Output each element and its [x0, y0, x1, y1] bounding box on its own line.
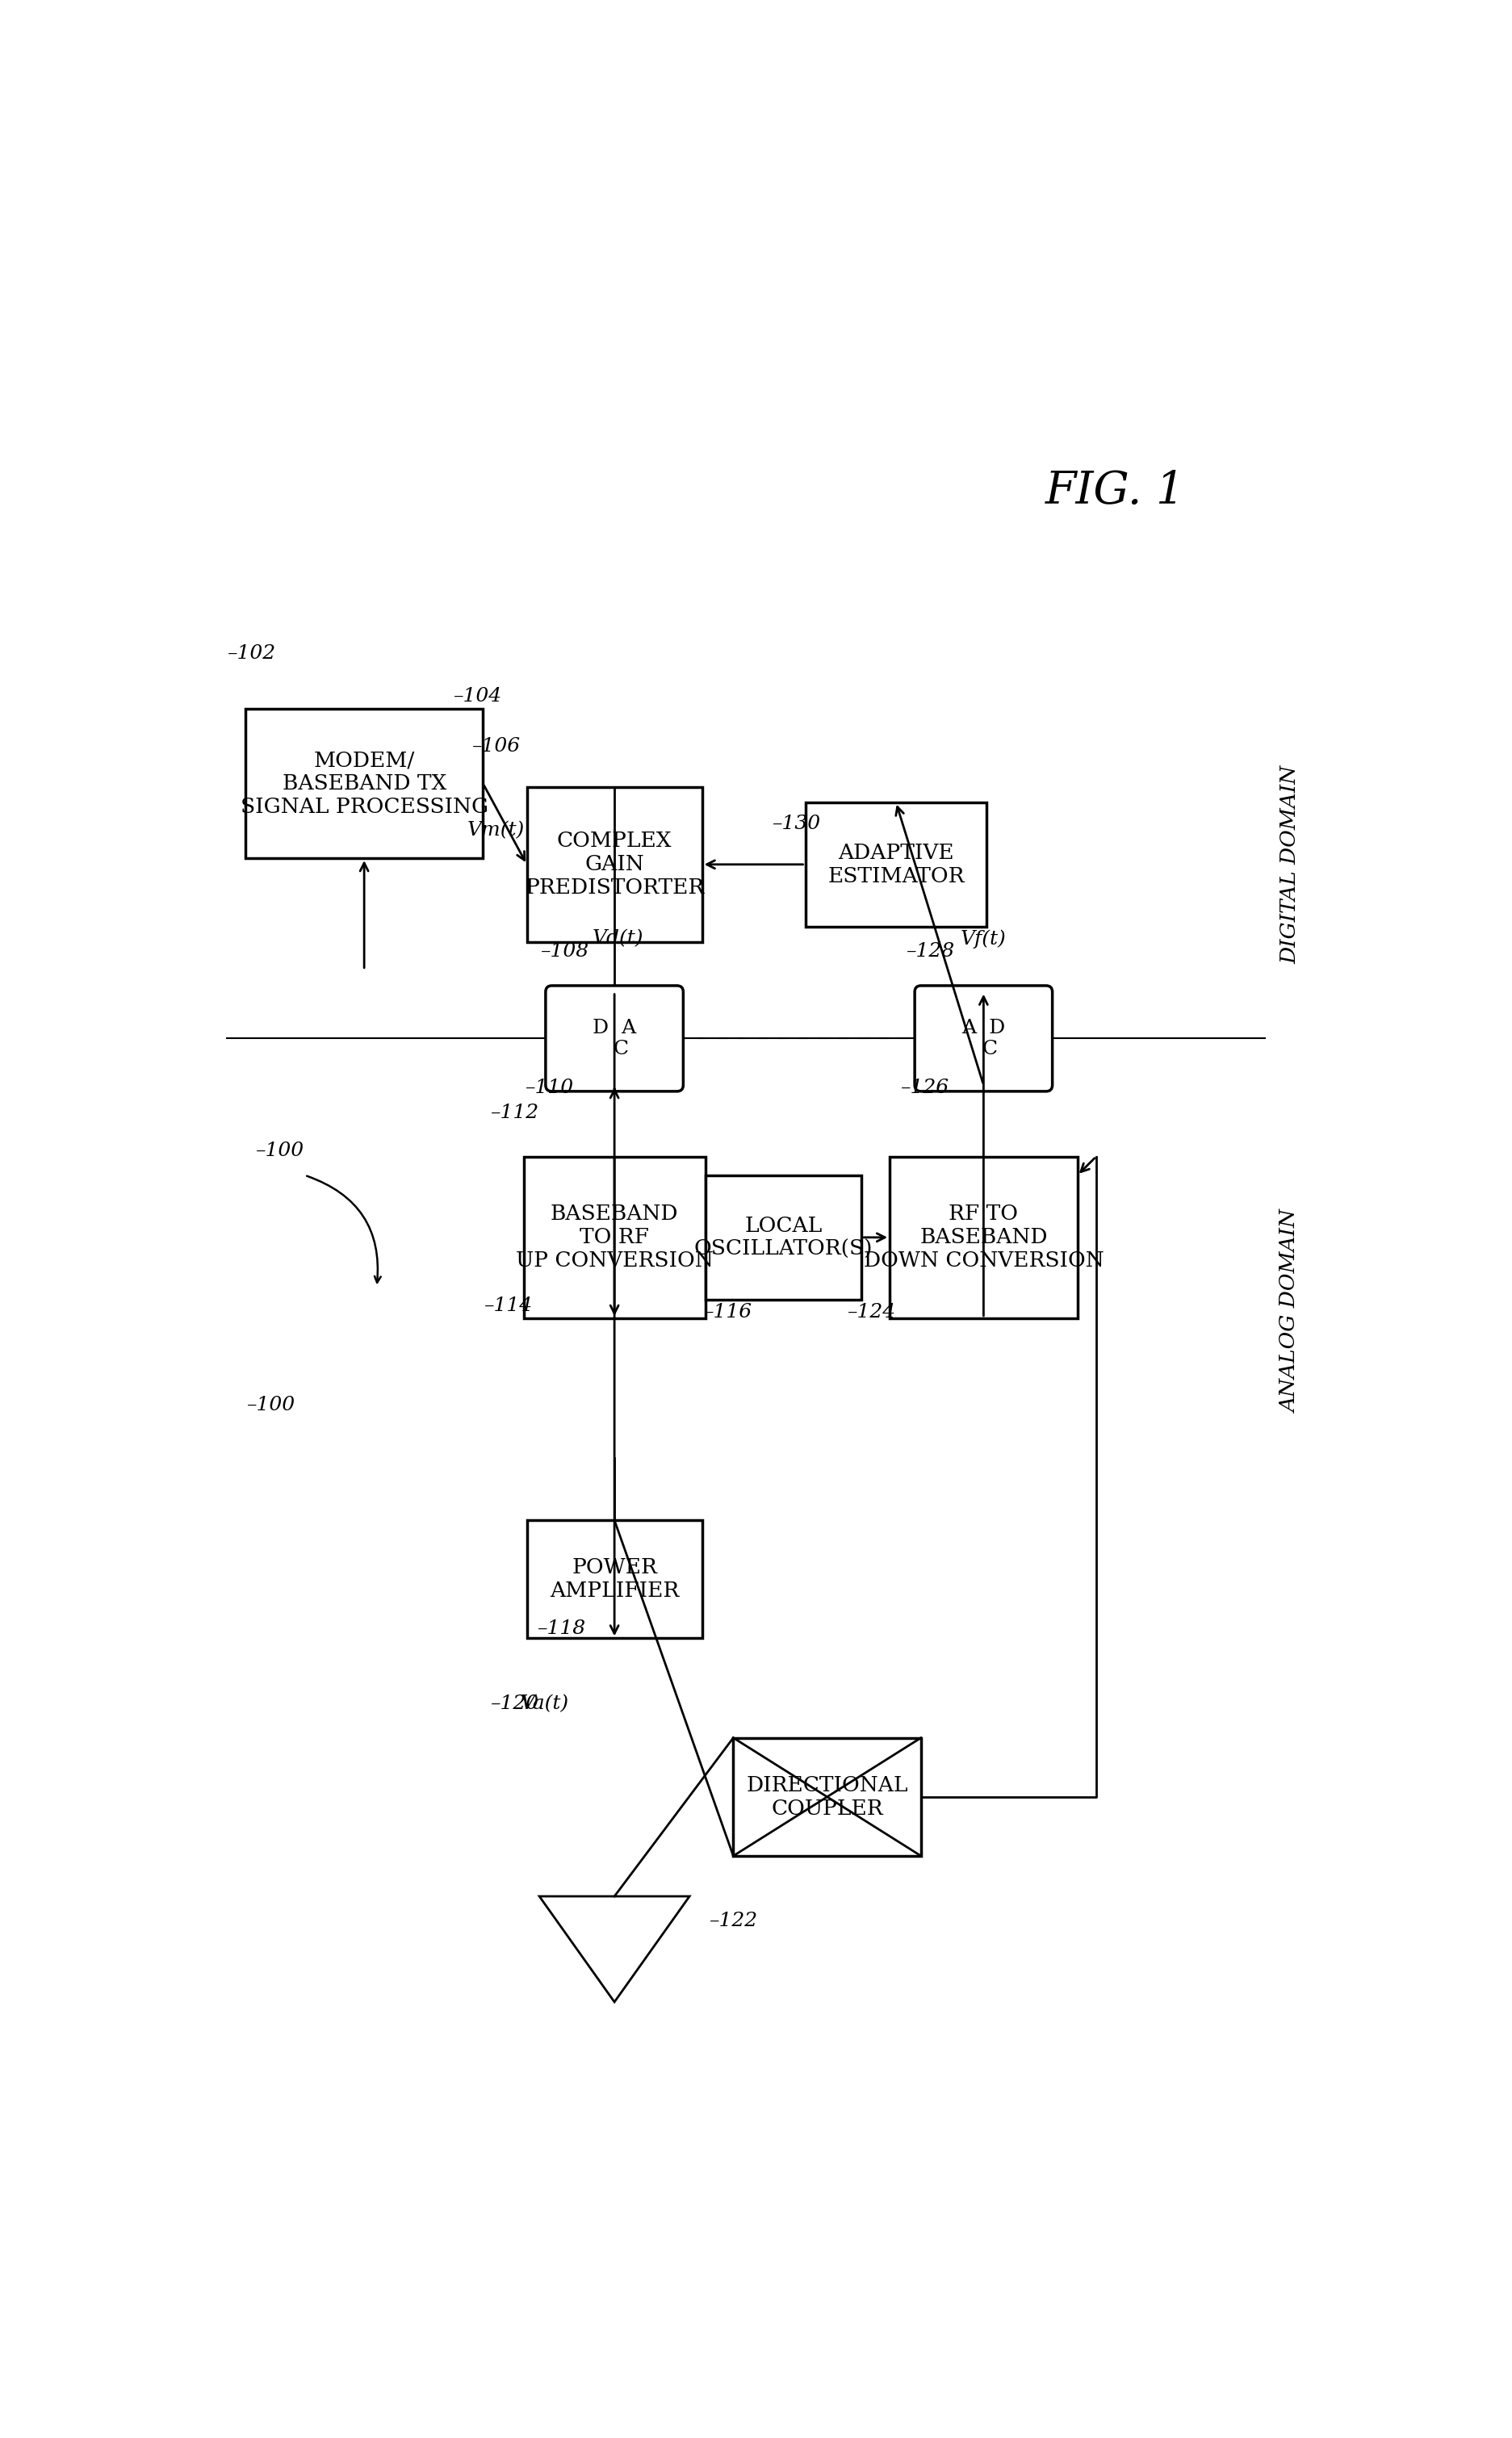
Text: –104: –104	[452, 688, 500, 707]
Text: LOCAL
OSCILLATOR(S): LOCAL OSCILLATOR(S)	[694, 1217, 872, 1258]
Text: Vm(t): Vm(t)	[467, 822, 525, 839]
Text: –100: –100	[246, 1397, 295, 1414]
Text: –112: –112	[490, 1104, 538, 1121]
Bar	[526, 1521, 702, 1638]
Text: Vf(t): Vf(t)	[960, 929, 1007, 948]
Text: –118: –118	[537, 1619, 585, 1638]
Text: –122: –122	[709, 1911, 758, 1931]
Text: –126: –126	[900, 1080, 948, 1097]
Text: FIG. 1: FIG. 1	[1045, 471, 1185, 514]
Text: –120: –120	[490, 1694, 538, 1714]
Text: –102: –102	[227, 644, 275, 663]
Text: RF TO
BASEBAND
DOWN CONVERSION: RF TO BASEBAND DOWN CONVERSION	[863, 1204, 1104, 1270]
Bar	[523, 1156, 705, 1319]
Bar	[889, 1156, 1078, 1319]
Text: –130: –130	[771, 814, 820, 834]
Text: –128: –128	[906, 941, 954, 961]
Text: Vd(t): Vd(t)	[591, 929, 643, 948]
Bar	[705, 1175, 862, 1299]
Text: –110: –110	[525, 1080, 573, 1097]
Text: DIRECTIONAL
COUPLER: DIRECTIONAL COUPLER	[747, 1775, 909, 1819]
Text: –108: –108	[540, 941, 588, 961]
Text: –124: –124	[847, 1302, 895, 1321]
Text: COMPLEX
GAIN
PREDISTORTER: COMPLEX GAIN PREDISTORTER	[525, 831, 705, 897]
Text: DIGITAL DOMAIN: DIGITAL DOMAIN	[1281, 766, 1300, 963]
Bar	[526, 787, 702, 941]
Text: A  D
  C: A D C	[962, 1019, 1005, 1058]
Text: –114: –114	[484, 1297, 532, 1314]
Text: POWER
AMPLIFIER: POWER AMPLIFIER	[550, 1558, 679, 1602]
Text: –100: –100	[256, 1141, 304, 1160]
Text: ANALOG DOMAIN: ANALOG DOMAIN	[1281, 1209, 1300, 1414]
FancyBboxPatch shape	[915, 985, 1052, 1092]
Bar	[806, 802, 987, 926]
Text: MODEM/
BASEBAND TX
SIGNAL PROCESSING: MODEM/ BASEBAND TX SIGNAL PROCESSING	[240, 751, 488, 817]
Bar	[733, 1738, 921, 1855]
FancyBboxPatch shape	[546, 985, 683, 1092]
Text: BASEBAND
TO RF
UP CONVERSION: BASEBAND TO RF UP CONVERSION	[516, 1204, 714, 1270]
Text: –106: –106	[472, 736, 520, 756]
Text: –116: –116	[703, 1302, 751, 1321]
Text: ADAPTIVE
ESTIMATOR: ADAPTIVE ESTIMATOR	[827, 844, 965, 887]
Text: D  A
  C: D A C	[593, 1019, 637, 1058]
Bar	[245, 709, 482, 858]
Text: Va(t): Va(t)	[520, 1694, 569, 1714]
